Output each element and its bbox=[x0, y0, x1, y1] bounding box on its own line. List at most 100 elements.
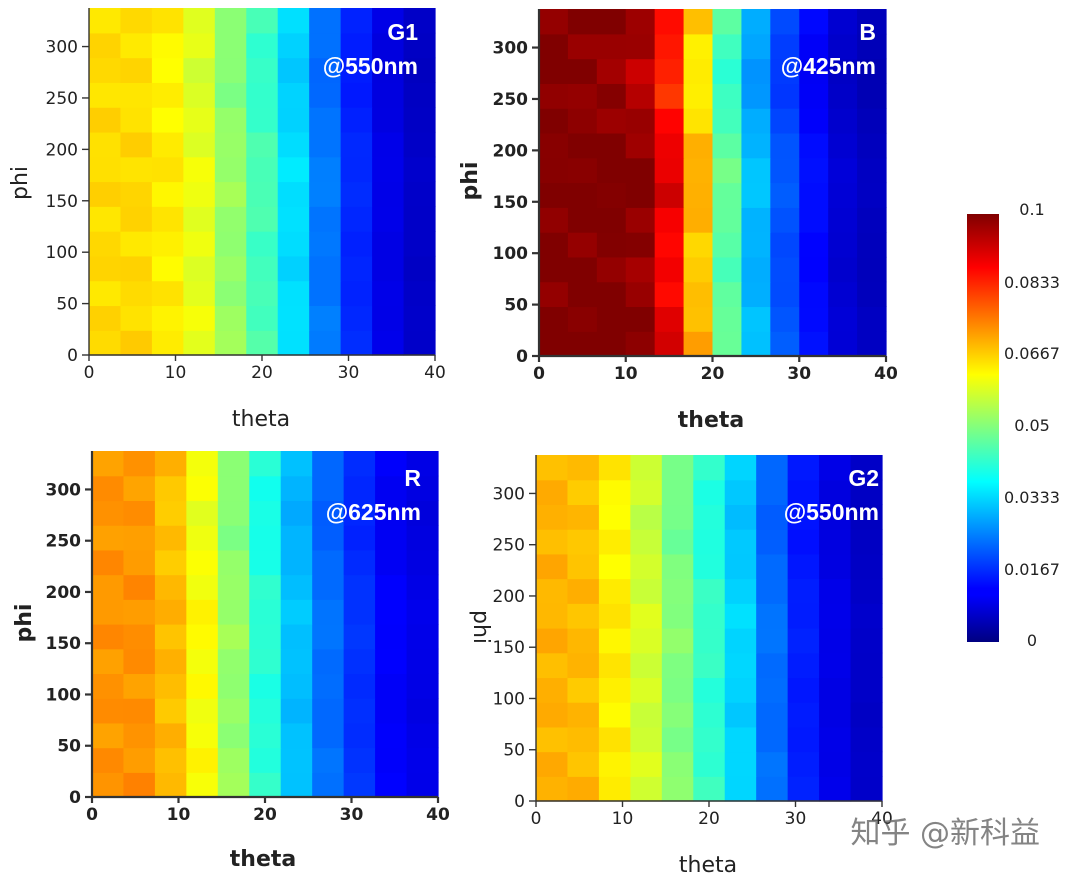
heatmap-cell bbox=[539, 9, 569, 35]
x-tick-label: 0 bbox=[86, 805, 98, 825]
y-axis-label-g1: phi bbox=[8, 166, 33, 200]
heatmap-cell bbox=[246, 107, 279, 133]
heatmap-cell bbox=[819, 702, 852, 728]
heatmap-cell bbox=[712, 182, 743, 208]
heatmap-cell bbox=[312, 549, 345, 576]
heatmap-cell bbox=[309, 131, 342, 158]
heatmap-cell bbox=[598, 578, 631, 604]
heatmap-cell bbox=[693, 751, 726, 777]
x-tick-label: 10 bbox=[614, 364, 638, 384]
heatmap-cell bbox=[340, 181, 373, 207]
heatmap-cell bbox=[403, 32, 436, 59]
heatmap-cell bbox=[712, 306, 743, 332]
heatmap-cell bbox=[309, 255, 342, 282]
heatmap-cell bbox=[372, 330, 405, 356]
heatmap-cell bbox=[654, 58, 685, 84]
heatmap-cell bbox=[661, 529, 694, 555]
y-tick-label: 0 bbox=[514, 792, 525, 812]
heatmap-cell bbox=[183, 231, 216, 257]
heatmap-cell bbox=[375, 648, 408, 675]
y-axis-label-b: phi bbox=[458, 162, 483, 201]
heatmap-cell bbox=[712, 132, 743, 159]
heatmap-cell bbox=[92, 451, 125, 477]
heatmap-cell bbox=[630, 702, 663, 728]
heatmap-cell bbox=[217, 648, 250, 675]
heatmap-cell bbox=[309, 280, 342, 307]
heatmap-cell bbox=[277, 8, 310, 34]
heatmap-cell bbox=[567, 9, 598, 35]
heatmap-cell bbox=[214, 181, 247, 207]
heatmap-cell bbox=[799, 58, 829, 84]
heatmap-cell bbox=[372, 231, 405, 257]
x-axis-label-g2: theta bbox=[679, 853, 737, 878]
heatmap-cell bbox=[186, 525, 219, 551]
heatmap-cell bbox=[406, 648, 439, 675]
heatmap-cell bbox=[375, 673, 408, 699]
heatmap-cell bbox=[799, 207, 829, 233]
heatmap-cell bbox=[312, 698, 345, 724]
heatmap-cell bbox=[214, 32, 247, 59]
heatmap-cell bbox=[850, 455, 883, 481]
heatmap-cell bbox=[280, 722, 313, 749]
heatmap-cell bbox=[828, 33, 858, 60]
heatmap-cell bbox=[857, 256, 887, 283]
heatmap-cell bbox=[857, 207, 887, 233]
y-tick-label: 150 bbox=[493, 193, 529, 213]
heatmap-cell bbox=[683, 9, 714, 35]
heatmap-g1 bbox=[89, 8, 436, 356]
heatmap-cell bbox=[770, 33, 800, 60]
heatmap-cell bbox=[756, 479, 789, 506]
heatmap-cell bbox=[850, 751, 883, 777]
heatmap-cell bbox=[598, 751, 631, 777]
heatmap-cell bbox=[693, 455, 726, 481]
heatmap-cell bbox=[249, 648, 282, 675]
heatmap-cell bbox=[756, 677, 789, 703]
heatmap-cell bbox=[630, 529, 663, 555]
heatmap-cell bbox=[120, 131, 153, 158]
heatmap-cell bbox=[92, 624, 125, 650]
heatmap-cell bbox=[280, 772, 313, 798]
heatmap-cell bbox=[567, 33, 598, 60]
heatmap-cell bbox=[539, 157, 569, 184]
heatmap-cell bbox=[850, 677, 883, 703]
heatmap-cell bbox=[724, 751, 757, 777]
heatmap-cell bbox=[183, 156, 216, 183]
heatmap-cell bbox=[596, 182, 627, 208]
heatmap-cell bbox=[186, 451, 219, 477]
heatmap-cell bbox=[539, 232, 569, 258]
panel-subtitle-g2: @550nm bbox=[784, 499, 879, 525]
y-tick-label: 150 bbox=[46, 192, 78, 212]
heatmap-cell bbox=[799, 331, 829, 357]
heatmap-cell bbox=[630, 479, 663, 506]
heatmap-r bbox=[92, 451, 439, 798]
heatmap-cell bbox=[89, 107, 122, 133]
heatmap-cell bbox=[850, 726, 883, 753]
heatmap-cell bbox=[598, 726, 631, 753]
heatmap-cell bbox=[787, 603, 820, 629]
heatmap-cell bbox=[567, 157, 598, 184]
heatmap-cell bbox=[828, 256, 858, 283]
y-tick-label: 100 bbox=[493, 244, 529, 264]
heatmap-cell bbox=[799, 83, 829, 109]
heatmap-cell bbox=[340, 32, 373, 59]
heatmap-cell bbox=[724, 553, 757, 580]
heatmap-cell bbox=[403, 181, 436, 207]
heatmap-cell bbox=[625, 256, 656, 283]
heatmap-cell bbox=[89, 255, 122, 282]
heatmap-cell bbox=[712, 157, 743, 184]
heatmap-cell bbox=[787, 553, 820, 580]
heatmap-cell bbox=[403, 231, 436, 257]
heatmap-cell bbox=[654, 83, 685, 109]
heatmap-cell bbox=[406, 475, 439, 502]
heatmap-cell bbox=[186, 747, 219, 773]
heatmap-cell bbox=[539, 306, 569, 332]
heatmap-cell bbox=[661, 504, 694, 530]
heatmap-cell bbox=[850, 529, 883, 555]
heatmap-cell bbox=[123, 500, 156, 526]
heatmap-cell bbox=[712, 58, 743, 84]
heatmap-cell bbox=[123, 722, 156, 749]
heatmap-cell bbox=[828, 281, 858, 308]
heatmap-cell bbox=[567, 281, 598, 308]
heatmap-cell bbox=[539, 281, 569, 308]
panel-title-g1: G1 bbox=[387, 19, 418, 45]
